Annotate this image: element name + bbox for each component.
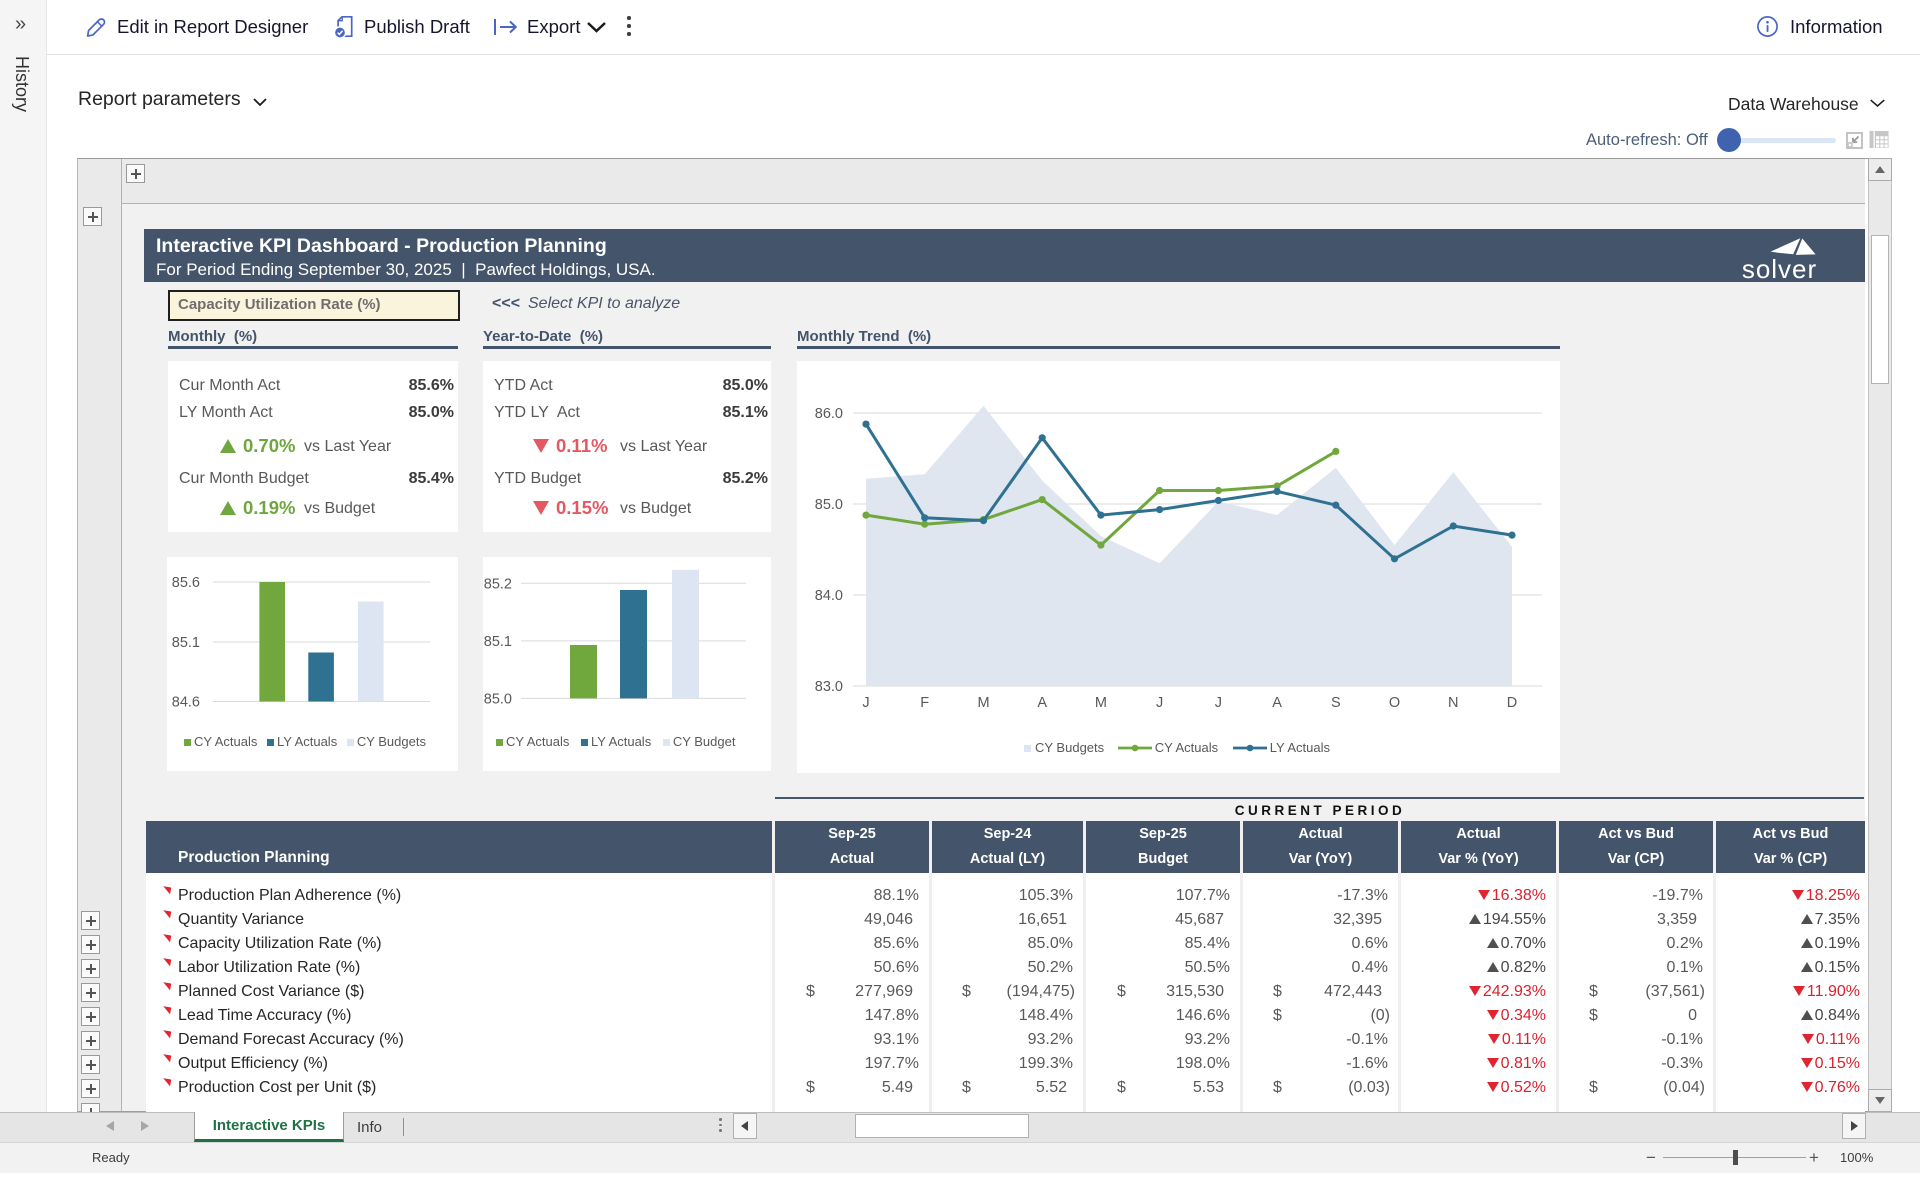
svg-text:D: D: [1507, 695, 1517, 711]
svg-text:M: M: [977, 695, 989, 711]
svg-text:A: A: [1272, 695, 1282, 711]
svg-text:M: M: [1095, 695, 1107, 711]
svg-text:F: F: [920, 695, 929, 711]
svg-text:O: O: [1389, 695, 1400, 711]
svg-text:J: J: [1215, 695, 1222, 711]
svg-text:N: N: [1448, 695, 1458, 711]
svg-text:85.0: 85.0: [484, 691, 512, 707]
svg-text:A: A: [1037, 695, 1047, 711]
svg-text:84.6: 84.6: [172, 695, 200, 711]
svg-text:84.0: 84.0: [815, 588, 843, 604]
svg-text:85.1: 85.1: [172, 635, 200, 651]
svg-text:85.2: 85.2: [484, 576, 512, 592]
svg-text:85.0: 85.0: [815, 497, 843, 513]
svg-text:S: S: [1331, 695, 1341, 711]
svg-text:85.1: 85.1: [484, 634, 512, 650]
svg-text:86.0: 86.0: [815, 406, 843, 422]
svg-text:83.0: 83.0: [815, 679, 843, 695]
svg-text:J: J: [1156, 695, 1163, 711]
svg-text:85.6: 85.6: [172, 575, 200, 591]
svg-text:J: J: [862, 695, 869, 711]
